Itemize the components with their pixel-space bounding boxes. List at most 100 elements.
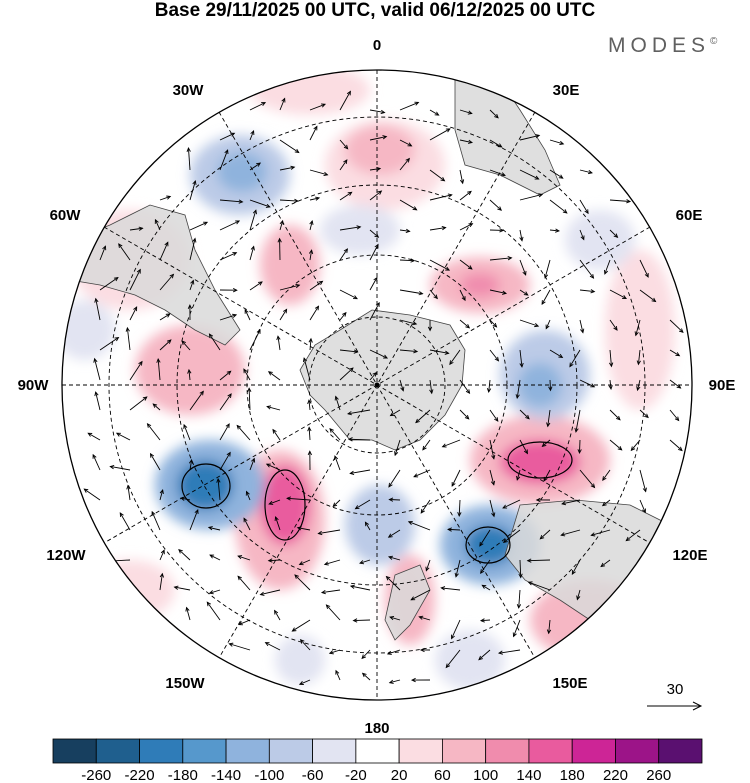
wind-vector	[429, 109, 439, 116]
wind-vector	[129, 396, 148, 411]
wind-vector-head	[192, 237, 197, 243]
wind-vector	[150, 453, 161, 471]
wind-vector-head	[329, 427, 334, 433]
wind-vector	[209, 554, 221, 561]
wind-vector-head	[569, 362, 574, 368]
wind-vector	[387, 649, 401, 655]
wind-vector-head	[332, 502, 338, 508]
wind-vector-head	[617, 446, 623, 451]
wind-vector	[489, 139, 502, 148]
wind-vector-head	[277, 237, 282, 243]
wind-vector-head	[216, 477, 221, 483]
wind-vector-head	[440, 177, 446, 182]
lon-label-0: 0	[373, 37, 381, 54]
colorbar-tick-label: 60	[434, 767, 451, 783]
wind-vector	[324, 559, 341, 565]
wind-vector-head	[232, 252, 238, 257]
wind-vector	[265, 642, 281, 651]
wind-vector	[630, 439, 641, 451]
wind-vector-head	[539, 534, 545, 540]
wind-vector	[549, 139, 564, 145]
wind-vector-head	[315, 196, 321, 201]
wind-vector-head	[546, 629, 552, 635]
wind-vector	[126, 327, 131, 351]
wind-vector	[309, 306, 319, 321]
wind-vector-head	[602, 476, 607, 481]
wind-vector	[399, 349, 418, 352]
wind-vector-head	[502, 504, 508, 509]
wind-vector	[369, 229, 379, 238]
wind-vector	[609, 229, 618, 238]
wind-vector-head	[388, 497, 394, 502]
wind-vector-head	[616, 415, 621, 421]
wind-vector	[429, 194, 452, 201]
wind-vector	[575, 409, 581, 432]
wind-vector-head	[394, 451, 399, 457]
wind-vector	[159, 550, 165, 561]
wind-vector	[279, 139, 300, 153]
wind-vector	[502, 499, 521, 509]
wind-vector-head	[465, 323, 471, 329]
wind-vector	[269, 499, 281, 505]
wind-vector	[545, 319, 551, 329]
wind-vector-head	[166, 339, 172, 344]
wind-vector	[339, 226, 361, 231]
wind-vector	[579, 469, 595, 488]
wind-vector	[308, 427, 311, 441]
colorbar-swatch	[355, 738, 400, 764]
wind-vector	[329, 428, 341, 441]
wind-vector	[299, 679, 311, 685]
wind-vector-head	[651, 297, 657, 303]
wind-vector	[268, 559, 281, 562]
wind-vector	[669, 379, 681, 389]
wind-vector	[347, 409, 371, 415]
wind-vector-head	[119, 512, 124, 517]
wind-vector	[219, 423, 230, 441]
wind-vector-head	[113, 276, 119, 282]
wind-vector-head	[590, 483, 596, 489]
wind-vector-head	[433, 294, 438, 300]
wind-vector-head	[486, 388, 492, 393]
wind-vector-head	[386, 650, 392, 655]
wind-vector	[459, 109, 472, 114]
wind-vector	[236, 425, 251, 441]
wind-vector	[459, 409, 470, 420]
wind-vector-head	[208, 333, 214, 339]
contour-lines	[181, 441, 573, 564]
wind-vector	[639, 469, 647, 492]
colorbar-swatch	[139, 738, 184, 764]
wind-vector-head	[516, 603, 522, 609]
wind-vector	[260, 589, 281, 596]
wind-vector	[87, 432, 101, 441]
wind-vector-head	[413, 349, 419, 354]
wind-vector	[459, 259, 473, 270]
wind-vector-head	[192, 180, 197, 186]
wind-vector	[459, 379, 470, 394]
wind-vector-head	[251, 457, 256, 463]
wind-vector-head	[274, 515, 279, 521]
wind-vector	[275, 516, 281, 531]
wind-vector-head	[243, 368, 248, 374]
wind-vector	[189, 238, 196, 261]
wind-vector-head	[164, 241, 169, 247]
wind-vector-head	[307, 450, 312, 456]
wind-vector-head	[538, 193, 544, 198]
wind-vector	[178, 549, 191, 561]
wind-vector-head	[413, 473, 419, 478]
wind-vector-head	[274, 609, 279, 615]
wind-vector	[369, 136, 387, 141]
wind-vector	[513, 619, 521, 637]
colorbar-swatch	[182, 738, 227, 764]
wind-vector-head	[555, 228, 560, 233]
wind-vector	[95, 298, 101, 321]
lon-label-90e: 90E	[709, 377, 736, 394]
wind-vector	[309, 250, 313, 261]
wind-vector-head	[451, 634, 455, 640]
wind-vector	[274, 610, 281, 621]
wind-vector-head	[512, 632, 517, 638]
positive-anomaly	[260, 225, 320, 305]
lon-label-30w: 30W	[173, 82, 205, 99]
wind-vector	[339, 139, 349, 150]
wind-vector-head	[454, 572, 459, 578]
wind-vector	[518, 589, 521, 608]
